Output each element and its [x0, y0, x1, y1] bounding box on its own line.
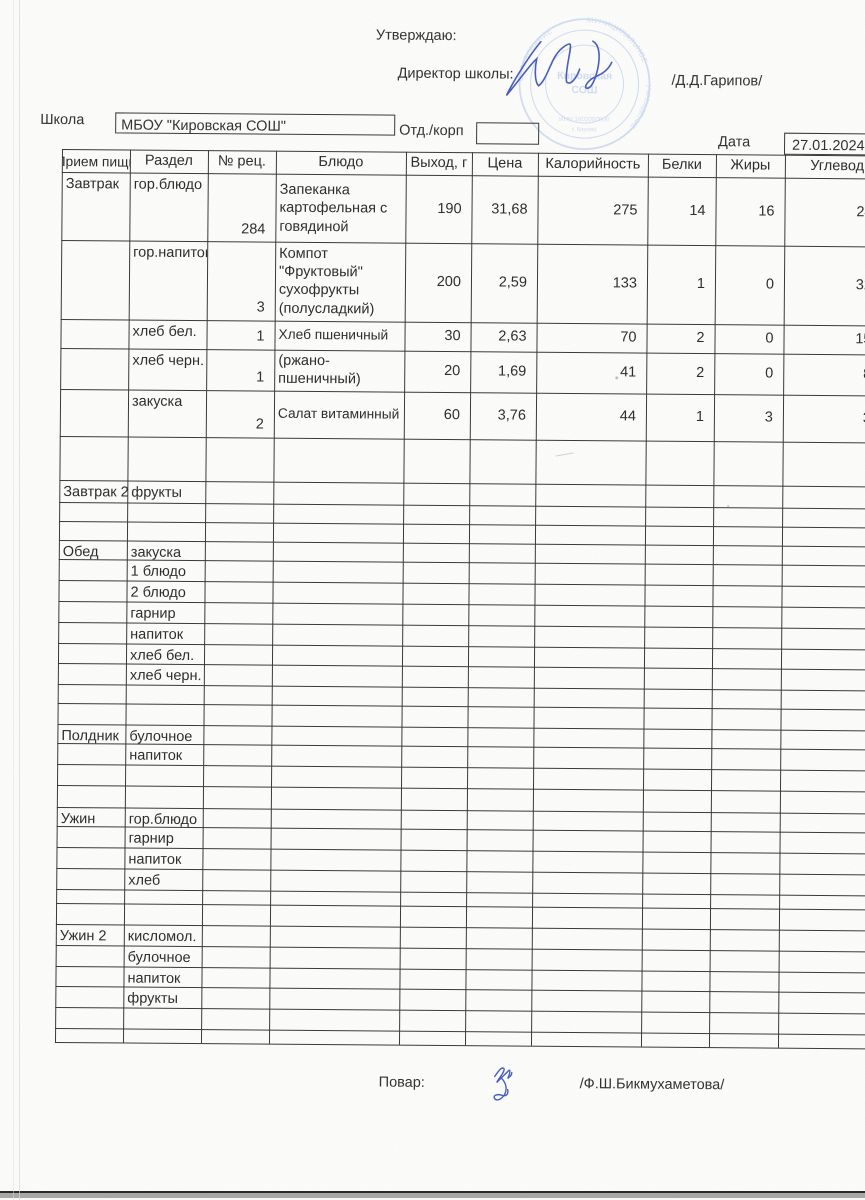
- svg-text:ИНН 1602000000: ИНН 1602000000: [559, 116, 610, 123]
- svg-text:г. Кирово: г. Кирово: [572, 127, 597, 133]
